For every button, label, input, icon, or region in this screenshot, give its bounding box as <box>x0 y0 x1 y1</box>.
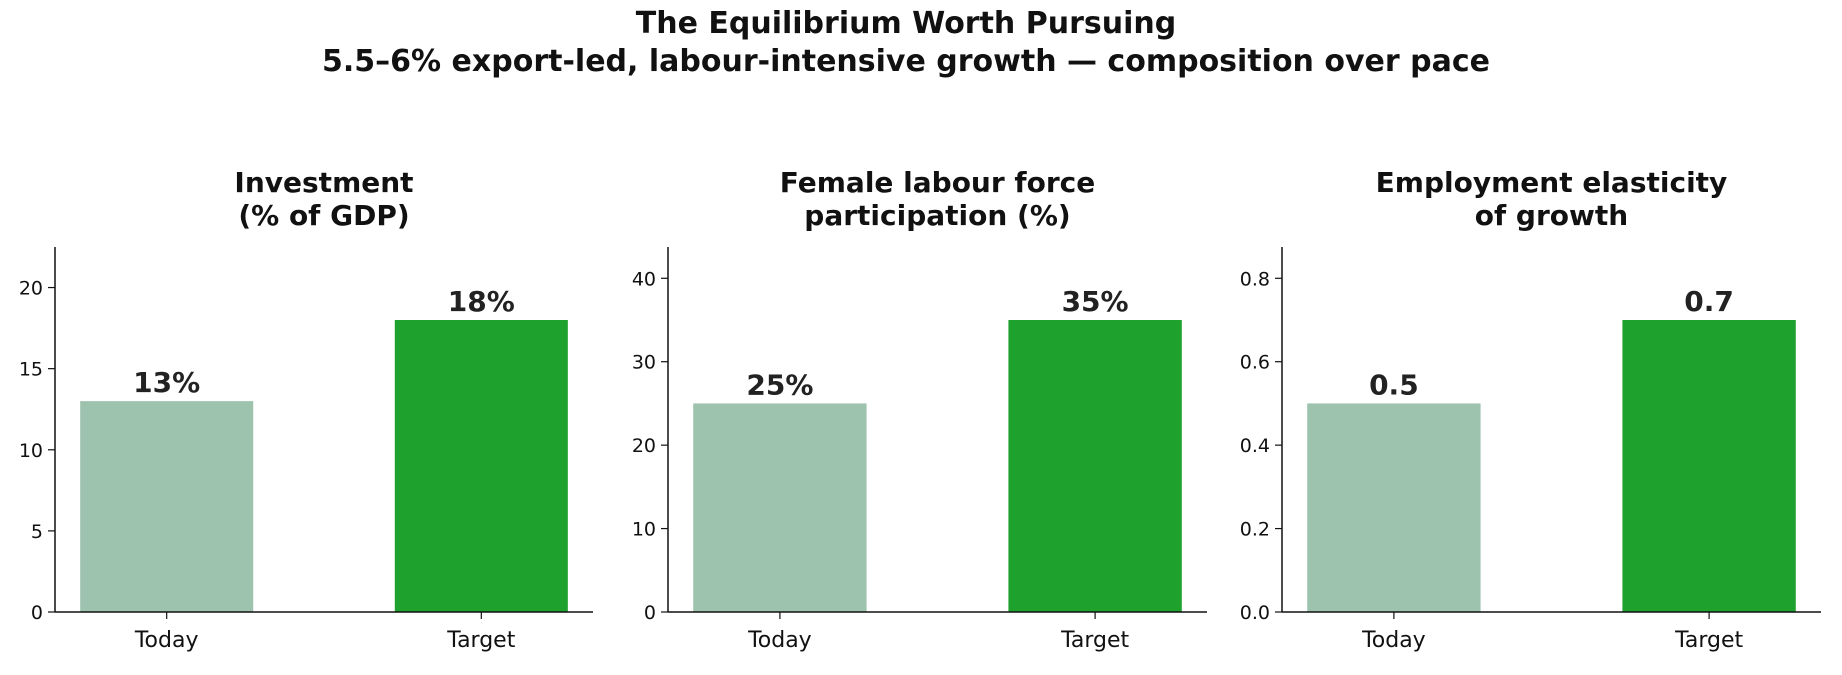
y-tick-label: 5 <box>31 521 43 543</box>
bar <box>1307 403 1481 612</box>
x-tick-label: Today <box>1361 628 1426 653</box>
x-tick-label: Today <box>134 628 199 653</box>
value-label: 0.5 <box>1369 368 1419 401</box>
value-label: 18% <box>448 285 515 318</box>
subplot-title: Investment (% of GDP) <box>234 166 413 232</box>
value-label: 35% <box>1062 285 1129 318</box>
y-tick-label: 0 <box>31 602 43 624</box>
bar <box>80 401 254 612</box>
y-tick-label: 40 <box>632 268 656 290</box>
y-tick-label: 30 <box>632 352 656 374</box>
y-tick-label: 20 <box>19 278 43 300</box>
bar <box>1008 320 1182 612</box>
y-tick-label: 10 <box>632 519 656 541</box>
subplot-title: Female labour force participation (%) <box>780 166 1095 232</box>
value-label: 25% <box>746 368 813 401</box>
y-tick-label: 0.2 <box>1240 519 1270 541</box>
value-label: 0.7 <box>1684 285 1734 318</box>
y-tick-label: 0.6 <box>1240 352 1270 374</box>
y-tick-label: 0 <box>644 602 656 624</box>
subplot-title: Employment elasticity of growth <box>1376 166 1728 232</box>
x-tick-label: Target <box>1674 628 1743 653</box>
y-tick-label: 15 <box>19 359 43 381</box>
x-tick-label: Target <box>1060 628 1129 653</box>
y-tick-label: 0.8 <box>1240 268 1270 290</box>
y-tick-label: 0.0 <box>1240 602 1270 624</box>
y-tick-label: 20 <box>632 435 656 457</box>
bar <box>394 320 568 612</box>
bar <box>1622 320 1796 612</box>
x-tick-label: Target <box>446 628 515 653</box>
y-tick-label: 10 <box>19 440 43 462</box>
y-tick-label: 0.4 <box>1240 435 1270 457</box>
bar <box>693 403 867 612</box>
value-label: 13% <box>133 366 200 399</box>
x-tick-label: Today <box>747 628 812 653</box>
chart-title: The Equilibrium Worth Pursuing 5.5–6% exp… <box>322 6 1490 79</box>
